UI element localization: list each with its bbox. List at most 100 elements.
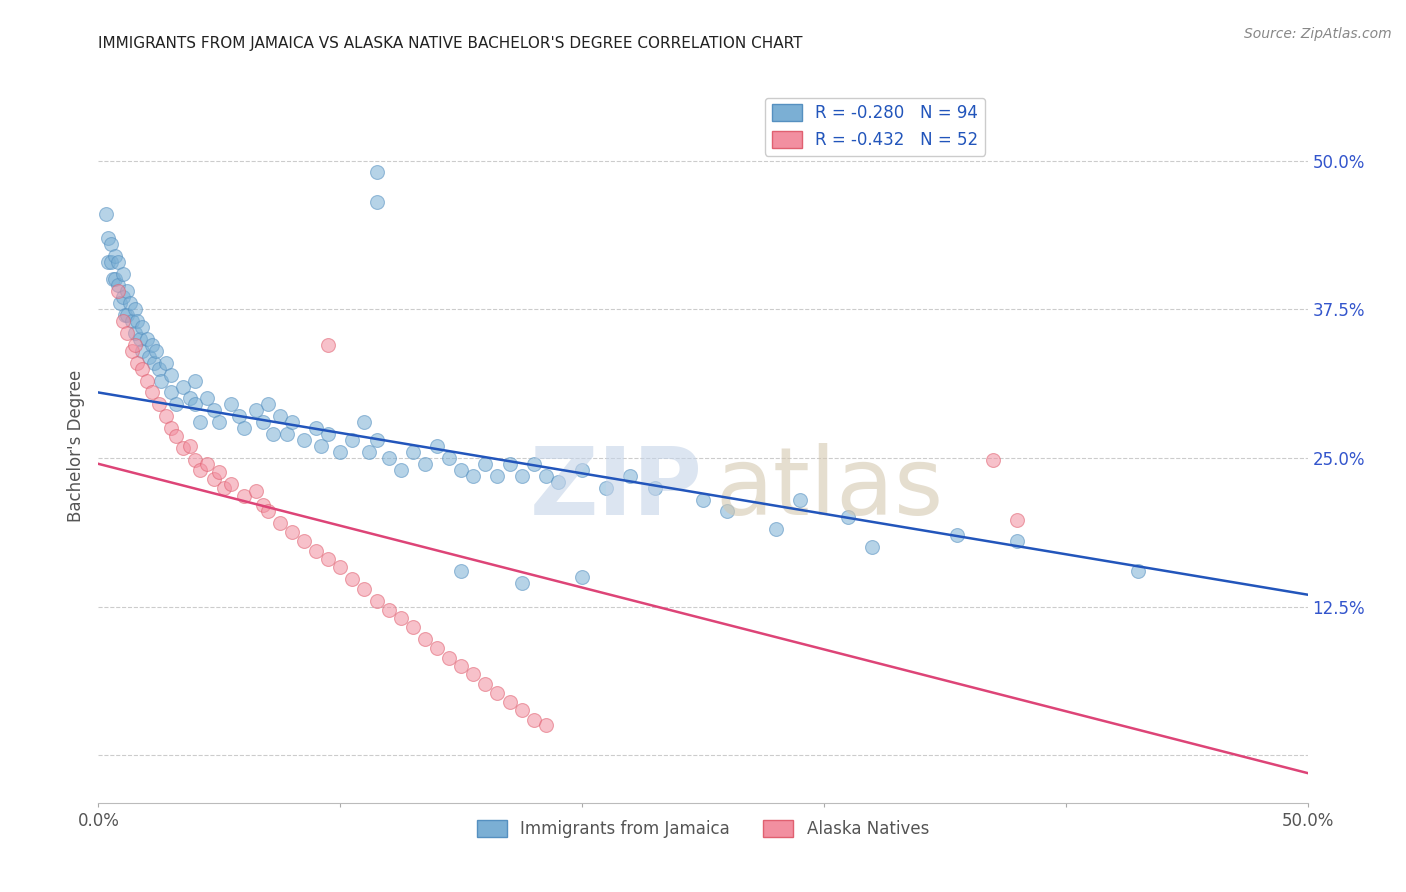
Point: [114, 308, 136, 322]
Point: [184, 374, 207, 388]
Point: [389, 463, 412, 477]
Point: [316, 552, 339, 566]
Point: [165, 397, 187, 411]
Point: [135, 332, 157, 346]
Point: [292, 433, 315, 447]
Point: [131, 343, 153, 358]
Point: [366, 433, 388, 447]
Point: [463, 468, 485, 483]
Point: [571, 570, 593, 584]
Point: [426, 641, 449, 656]
Point: [377, 603, 399, 617]
Point: [155, 356, 177, 370]
Point: [837, 510, 859, 524]
Point: [329, 445, 352, 459]
Point: [486, 686, 509, 700]
Point: [402, 620, 425, 634]
Point: [104, 272, 127, 286]
Point: [276, 427, 298, 442]
Point: [160, 421, 183, 435]
Point: [204, 472, 226, 486]
Point: [510, 468, 533, 483]
Point: [131, 361, 153, 376]
Point: [498, 457, 520, 471]
Point: [111, 314, 134, 328]
Point: [523, 457, 546, 471]
Point: [595, 481, 617, 495]
Point: [148, 361, 170, 376]
Point: [316, 427, 339, 442]
Point: [179, 392, 201, 406]
Point: [160, 368, 183, 382]
Point: [195, 392, 218, 406]
Point: [619, 468, 641, 483]
Point: [100, 254, 122, 268]
Point: [117, 285, 139, 299]
Point: [148, 397, 170, 411]
Point: [138, 350, 160, 364]
Text: atlas: atlas: [716, 442, 943, 535]
Point: [486, 468, 509, 483]
Point: [413, 457, 436, 471]
Point: [124, 326, 146, 340]
Point: [309, 439, 332, 453]
Point: [402, 445, 425, 459]
Point: [118, 296, 141, 310]
Point: [269, 409, 291, 424]
Y-axis label: Bachelor's Degree: Bachelor's Degree: [66, 370, 84, 522]
Point: [366, 165, 388, 179]
Point: [131, 320, 153, 334]
Point: [523, 713, 546, 727]
Point: [212, 481, 235, 495]
Point: [377, 450, 399, 465]
Point: [228, 409, 250, 424]
Point: [353, 582, 375, 596]
Point: [184, 397, 207, 411]
Point: [498, 695, 520, 709]
Point: [150, 374, 173, 388]
Point: [145, 343, 167, 358]
Point: [860, 540, 883, 554]
Point: [474, 457, 496, 471]
Point: [141, 338, 163, 352]
Point: [281, 415, 304, 429]
Point: [117, 308, 139, 322]
Point: [450, 564, 472, 578]
Point: [359, 445, 381, 459]
Point: [127, 356, 149, 370]
Point: [281, 524, 304, 539]
Point: [208, 465, 231, 479]
Point: [946, 528, 969, 542]
Point: [107, 285, 129, 299]
Text: IMMIGRANTS FROM JAMAICA VS ALASKA NATIVE BACHELOR'S DEGREE CORRELATION CHART: IMMIGRANTS FROM JAMAICA VS ALASKA NATIVE…: [98, 36, 803, 51]
Point: [571, 463, 593, 477]
Point: [252, 499, 274, 513]
Point: [474, 677, 496, 691]
Point: [534, 718, 557, 732]
Point: [111, 267, 134, 281]
Point: [252, 415, 274, 429]
Point: [172, 442, 194, 456]
Point: [141, 385, 163, 400]
Point: [329, 560, 352, 574]
Point: [981, 453, 1004, 467]
Point: [353, 415, 375, 429]
Point: [107, 254, 129, 268]
Point: [107, 278, 129, 293]
Point: [172, 379, 194, 393]
Point: [101, 272, 124, 286]
Point: [789, 492, 811, 507]
Point: [160, 385, 183, 400]
Point: [204, 403, 226, 417]
Point: [305, 543, 328, 558]
Text: ZIP: ZIP: [530, 442, 703, 535]
Point: [342, 433, 364, 447]
Point: [262, 427, 284, 442]
Point: [245, 484, 267, 499]
Point: [534, 468, 557, 483]
Point: [245, 403, 267, 417]
Point: [135, 374, 157, 388]
Point: [450, 463, 472, 477]
Point: [179, 439, 201, 453]
Point: [305, 421, 328, 435]
